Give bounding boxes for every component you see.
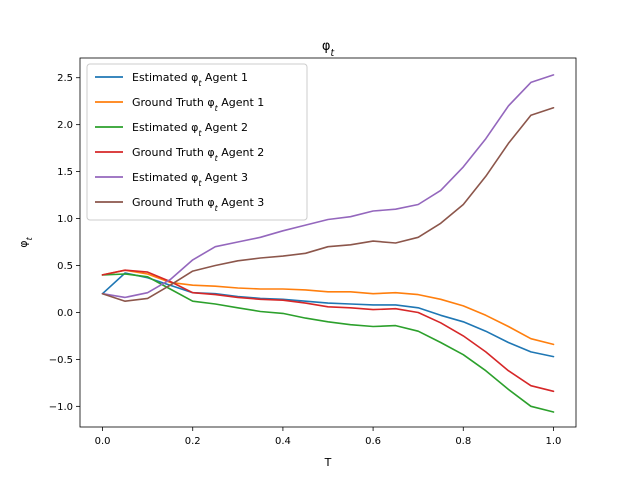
y-tick-label: 0.0: [57, 308, 73, 319]
legend-label-5: Estimated φt​ Agent 3: [132, 171, 248, 188]
y-axis-label: φt​: [17, 236, 34, 247]
series-line-5: [101, 74, 555, 299]
y-tick-label: 2.0: [57, 120, 73, 131]
x-tick-label: 0.4: [275, 436, 291, 447]
legend-label-3: Estimated φt​ Agent 2: [132, 121, 248, 138]
legend-label-6: Ground Truth φt​ Agent 3: [132, 196, 264, 213]
x-tick-label: 0.8: [455, 436, 471, 447]
series-line-6: [101, 107, 555, 303]
x-tick-label: 0.6: [365, 436, 381, 447]
y-tick-label: 1.0: [57, 214, 73, 225]
x-tick-label: 1.0: [546, 436, 562, 447]
series-line-1: [101, 272, 555, 358]
x-axis-label: T: [324, 456, 332, 469]
legend-label-1: Estimated φt​ Agent 1: [132, 71, 248, 88]
series-line-4: [101, 269, 555, 393]
series-line-3: [101, 273, 555, 413]
x-tick-label: 0.2: [185, 436, 201, 447]
y-tick-label: 2.5: [57, 73, 73, 84]
legend-box: [86, 63, 308, 221]
series-layer: [101, 74, 555, 413]
y-tick-label: 1.5: [57, 167, 73, 178]
series-line-2: [101, 269, 555, 346]
chart-title: φt​: [322, 39, 335, 59]
y-tick-label: −0.5: [49, 355, 73, 366]
x-tick-label: 0.0: [95, 436, 111, 447]
ticks-layer: 0.0 0.2 0.4 0.6 0.8 1.0 −1.0 −0.5 0.0 0.5 1.0 1.5 2.…: [49, 73, 562, 447]
plot-frame: [79, 57, 577, 428]
legend: Estimated φt​ Agent 1 Ground Truth φt​ Ag…: [86, 63, 308, 221]
y-tick-label: 0.5: [57, 261, 73, 272]
y-tick-label: −1.0: [49, 402, 73, 413]
legend-label-2: Ground Truth φt​ Agent 1: [132, 96, 264, 113]
legend-label-4: Ground Truth φt​ Agent 2: [132, 146, 264, 163]
